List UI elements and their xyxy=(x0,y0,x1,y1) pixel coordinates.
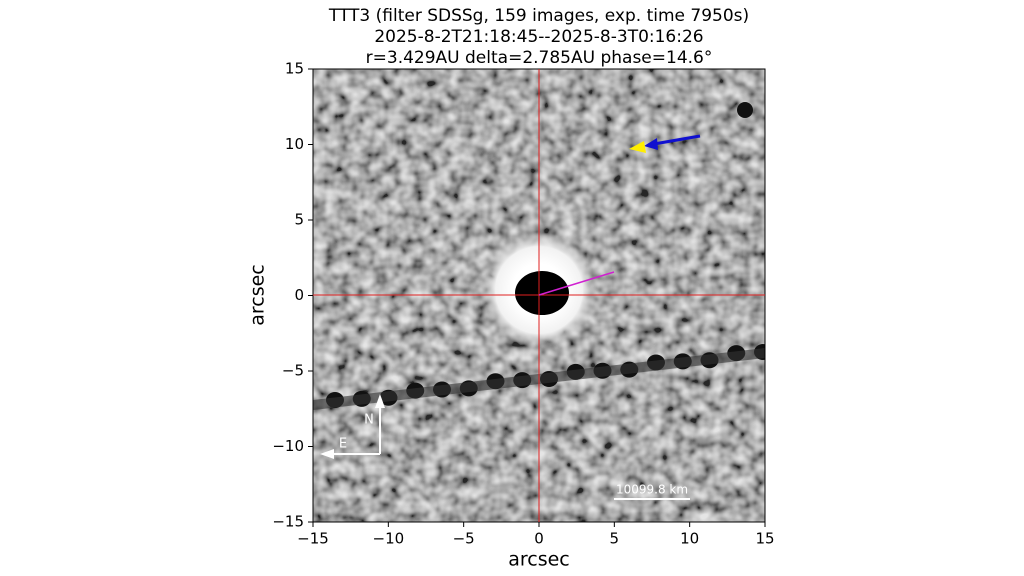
x-tick-label: −15 xyxy=(297,530,329,548)
motion-arrow-head xyxy=(644,138,658,150)
y-tick-label: 15 xyxy=(285,60,304,78)
motion-arrow xyxy=(653,134,701,146)
y-tick-label: −15 xyxy=(272,513,304,531)
north-arrow-head xyxy=(375,394,385,408)
x-tick-label: 10 xyxy=(680,530,699,548)
scale-bar-label: 10099.8 km xyxy=(616,483,688,497)
title-line: 2025-8-2T21:18:45--2025-8-3T0:16:26 xyxy=(374,27,703,47)
east-label: E xyxy=(339,437,347,452)
y-tick-label: 0 xyxy=(294,286,304,304)
y-tick-label: 5 xyxy=(294,211,304,229)
x-tick-label: −10 xyxy=(373,530,405,548)
x-tick-label: 15 xyxy=(755,530,774,548)
title-line: r=3.429AU delta=2.785AU phase=14.6° xyxy=(366,48,713,68)
y-tick-label: −5 xyxy=(282,362,304,380)
title-line: TTT3 (filter SDSSg, 159 images, exp. tim… xyxy=(328,6,749,26)
target xyxy=(515,271,569,315)
star xyxy=(737,102,753,118)
x-tick-label: 5 xyxy=(610,530,620,548)
y-tick-label: −10 xyxy=(272,437,304,455)
x-tick-label: 0 xyxy=(534,530,544,548)
sun-arrow xyxy=(629,141,646,153)
x-tick-label: −5 xyxy=(453,530,475,548)
y-axis-label: arcsec xyxy=(247,264,269,326)
east-arrow-head xyxy=(320,449,334,459)
x-axis-label: arcsec xyxy=(508,549,570,571)
phase-line xyxy=(538,271,615,296)
north-label: N xyxy=(364,413,374,428)
y-tick-label: 10 xyxy=(285,135,304,153)
